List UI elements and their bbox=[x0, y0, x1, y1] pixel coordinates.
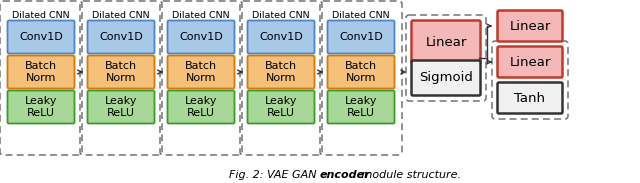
Text: Tanh: Tanh bbox=[515, 92, 545, 104]
Text: Conv1D: Conv1D bbox=[99, 32, 143, 42]
Text: Leaky
ReLU: Leaky ReLU bbox=[25, 96, 57, 118]
Text: Conv1D: Conv1D bbox=[179, 32, 223, 42]
Text: Dilated CNN: Dilated CNN bbox=[12, 12, 70, 20]
Text: Conv1D: Conv1D bbox=[19, 32, 63, 42]
Text: Leaky
ReLU: Leaky ReLU bbox=[105, 96, 137, 118]
FancyBboxPatch shape bbox=[328, 20, 394, 53]
Text: Dilated CNN: Dilated CNN bbox=[332, 12, 390, 20]
FancyBboxPatch shape bbox=[8, 91, 74, 124]
Text: Leaky
ReLU: Leaky ReLU bbox=[185, 96, 217, 118]
FancyBboxPatch shape bbox=[412, 61, 481, 96]
FancyBboxPatch shape bbox=[497, 10, 563, 42]
FancyBboxPatch shape bbox=[88, 91, 154, 124]
Text: Linear: Linear bbox=[426, 36, 467, 48]
FancyBboxPatch shape bbox=[248, 20, 314, 53]
FancyBboxPatch shape bbox=[88, 55, 154, 89]
Text: Dilated CNN: Dilated CNN bbox=[252, 12, 310, 20]
Text: encoder: encoder bbox=[320, 170, 371, 180]
Text: Dilated CNN: Dilated CNN bbox=[92, 12, 150, 20]
Text: Leaky
ReLU: Leaky ReLU bbox=[265, 96, 297, 118]
Text: Batch
Norm: Batch Norm bbox=[25, 61, 57, 83]
FancyBboxPatch shape bbox=[168, 20, 234, 53]
FancyBboxPatch shape bbox=[8, 20, 74, 53]
Text: module structure.: module structure. bbox=[358, 170, 461, 180]
Text: Fig. 2: VAE GAN: Fig. 2: VAE GAN bbox=[229, 170, 320, 180]
Text: Linear: Linear bbox=[509, 55, 550, 68]
Text: Batch
Norm: Batch Norm bbox=[105, 61, 137, 83]
FancyBboxPatch shape bbox=[168, 91, 234, 124]
FancyBboxPatch shape bbox=[8, 55, 74, 89]
Text: Batch
Norm: Batch Norm bbox=[345, 61, 377, 83]
FancyBboxPatch shape bbox=[412, 20, 481, 64]
Text: Dilated CNN: Dilated CNN bbox=[172, 12, 230, 20]
FancyBboxPatch shape bbox=[88, 20, 154, 53]
FancyBboxPatch shape bbox=[328, 91, 394, 124]
FancyBboxPatch shape bbox=[248, 55, 314, 89]
Text: Leaky
ReLU: Leaky ReLU bbox=[345, 96, 377, 118]
Text: Linear: Linear bbox=[509, 20, 550, 33]
Text: Conv1D: Conv1D bbox=[339, 32, 383, 42]
Text: Batch
Norm: Batch Norm bbox=[265, 61, 297, 83]
FancyBboxPatch shape bbox=[168, 55, 234, 89]
FancyBboxPatch shape bbox=[497, 83, 563, 113]
FancyBboxPatch shape bbox=[248, 91, 314, 124]
Text: Sigmoid: Sigmoid bbox=[419, 72, 473, 85]
Text: Batch
Norm: Batch Norm bbox=[185, 61, 217, 83]
Text: Conv1D: Conv1D bbox=[259, 32, 303, 42]
FancyBboxPatch shape bbox=[328, 55, 394, 89]
FancyBboxPatch shape bbox=[497, 46, 563, 77]
